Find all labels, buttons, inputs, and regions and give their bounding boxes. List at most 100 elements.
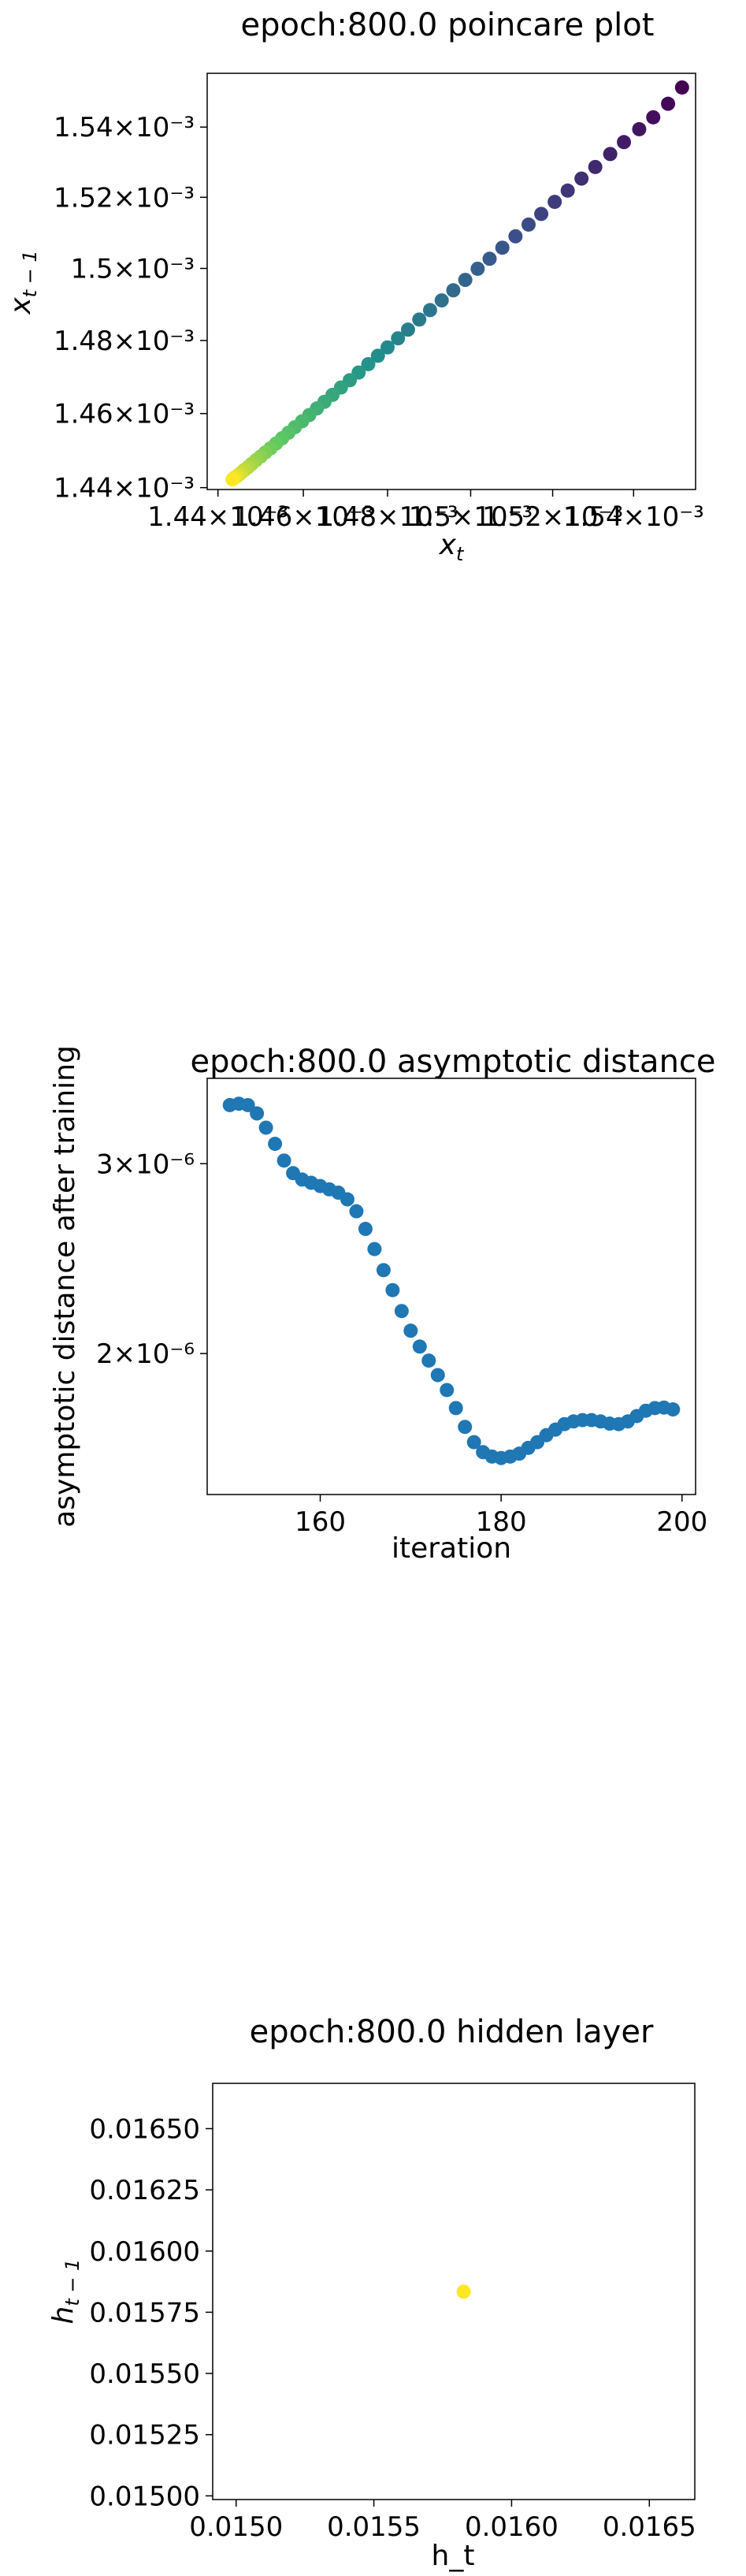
hidden-layer-y-ticks: 0.01650 0.01625 0.01600 0.01575 0.01550 0.015…: [89, 2113, 213, 2512]
distance-point: [268, 1137, 283, 1152]
distance-x-label: iteration: [392, 1532, 511, 1565]
distance-y-ticks: 3×10⁻⁶ 2×10⁻⁶: [96, 1148, 207, 1370]
hidden-layer-plot-area: [212, 2083, 696, 2500]
poincare-point: [632, 121, 647, 136]
hidden-layer-x-tick-label: 0.0160: [465, 2511, 559, 2543]
poincare-x-tick-label: 1.44×10⁻³: [147, 501, 288, 533]
poincare-points: [225, 80, 689, 487]
hidden-layer-y-tick-label: 0.01650: [89, 2113, 200, 2145]
poincare-point: [370, 348, 385, 363]
distance-point: [466, 1435, 481, 1450]
poincare-point: [661, 96, 676, 111]
poincare-point: [380, 340, 395, 355]
poincare-y-tick-label: 1.46×10⁻³: [54, 399, 195, 430]
distance-point: [277, 1153, 291, 1168]
poincare-point: [434, 293, 449, 308]
poincare-point: [458, 273, 473, 288]
distance-points: [222, 1096, 681, 1465]
poincare-point: [446, 283, 461, 298]
distance-x-tick-label: 180: [476, 1506, 527, 1538]
distance-x-tick-label: 160: [295, 1506, 346, 1538]
poincare-y-tick-label: 1.54×10⁻³: [54, 112, 195, 143]
distance-point: [240, 1097, 255, 1112]
poincare-y-ticks: 1.44×10⁻³ 1.46×10⁻³ 1.48×10⁻³ 1.5×10⁻³ 1.52×…: [54, 112, 207, 504]
hidden-layer-y-tick-label: 0.01500: [89, 2481, 200, 2512]
distance-point: [250, 1106, 265, 1121]
poincare-y-label: xt − 1: [5, 250, 41, 315]
distance-point: [367, 1241, 382, 1256]
poincare-point: [534, 207, 549, 221]
poincare-point: [225, 472, 240, 487]
poincare-point: [361, 356, 376, 371]
distance-point: [448, 1401, 463, 1416]
poincare-point: [560, 183, 575, 198]
distance-point: [412, 1339, 427, 1354]
distance-point: [349, 1204, 364, 1219]
poincare-point: [422, 303, 437, 318]
distance-point: [385, 1282, 400, 1297]
poincare-point: [646, 110, 661, 125]
distance-point: [358, 1222, 373, 1237]
poincare-x-label: xt: [439, 529, 465, 565]
poincare-point: [617, 135, 632, 150]
distance-point: [403, 1323, 418, 1338]
poincare-y-tick-label: 1.44×10⁻³: [54, 473, 195, 504]
distance-x-ticks: 160 180 200: [295, 1495, 707, 1538]
hidden-layer-x-tick-label: 0.0150: [189, 2511, 283, 2543]
distance-point: [340, 1192, 354, 1207]
distance-chart: epoch:800.0 asymptotic distance 160 180 20…: [49, 1044, 716, 1565]
hidden-layer-x-ticks: 0.0150 0.0155 0.0160 0.0165: [189, 2500, 696, 2543]
poincare-title: epoch:800.0 poincare plot: [241, 7, 655, 43]
distance-point: [421, 1353, 436, 1368]
distance-y-tick-label: 3×10⁻⁶: [96, 1148, 195, 1180]
poincare-x-ticks: 1.44×10⁻³1.46×10⁻³1.48×10⁻³1.5×10⁻³1.52×…: [147, 490, 704, 533]
poincare-chart: epoch:800.0 poincare plot 1.44×10⁻³1.46×…: [5, 7, 704, 565]
distance-plot-area: [206, 1078, 696, 1495]
distance-point: [376, 1263, 391, 1278]
poincare-x-tick-label: 1.54×10⁻³: [563, 501, 704, 533]
distance-point: [258, 1120, 273, 1135]
poincare-point: [412, 312, 427, 327]
distance-point: [430, 1368, 445, 1383]
poincare-y-tick-label: 1.5×10⁻³: [71, 254, 195, 285]
poincare-point: [470, 261, 485, 276]
hidden-layer-y-tick-label: 0.01525: [89, 2420, 200, 2451]
hidden-layer-x-tick-label: 0.0165: [603, 2511, 696, 2543]
hidden-layer-x-tick-label: 0.0155: [327, 2511, 421, 2543]
hidden-layer-y-tick-label: 0.01600: [89, 2236, 200, 2268]
hidden-layer-points: [456, 2284, 471, 2299]
distance-point: [394, 1304, 409, 1319]
distance-x-tick-label: 200: [656, 1506, 707, 1538]
poincare-point: [674, 80, 689, 95]
poincare-y-tick-label: 1.48×10⁻³: [54, 326, 195, 357]
poincare-point: [574, 171, 589, 186]
distance-y-label: asymptotic distance after training: [49, 1045, 81, 1528]
poincare-x-tick-label: 1.5×10⁻³: [409, 501, 533, 533]
poincare-y-tick-label: 1.52×10⁻³: [54, 182, 195, 214]
poincare-x-tick-label: 1.46×10⁻³: [233, 501, 374, 533]
poincare-point: [482, 251, 497, 266]
poincare-point: [508, 229, 523, 244]
poincare-point: [603, 147, 618, 162]
hidden-layer-y-tick-label: 0.01550: [89, 2358, 200, 2390]
poincare-point: [588, 159, 603, 174]
hidden-layer-title: epoch:800.0 hidden layer: [250, 2014, 654, 2050]
hidden-layer-y-tick-label: 0.01625: [89, 2175, 200, 2206]
poincare-x-tick-label: 1.48×10⁻³: [317, 501, 458, 533]
distance-point: [666, 1402, 681, 1417]
poincare-plot-area: [206, 73, 696, 490]
poincare-point: [400, 322, 415, 337]
distance-title: epoch:800.0 asymptotic distance: [190, 1044, 715, 1080]
hidden-layer-y-label: ht − 1: [47, 2259, 84, 2325]
poincare-point: [495, 240, 510, 255]
distance-y-tick-label: 2×10⁻⁶: [96, 1338, 195, 1370]
distance-point: [440, 1383, 455, 1398]
hidden-layer-chart: epoch:800.0 hidden layer 0.0150 0.0155 0.0…: [47, 2014, 696, 2572]
poincare-point: [547, 195, 562, 210]
poincare-x-tick-label: 1.52×10⁻³: [482, 501, 623, 533]
hidden-layer-point: [456, 2284, 471, 2299]
poincare-point: [521, 217, 536, 232]
hidden-layer-y-tick-label: 0.01575: [89, 2297, 200, 2328]
distance-point: [458, 1420, 473, 1435]
